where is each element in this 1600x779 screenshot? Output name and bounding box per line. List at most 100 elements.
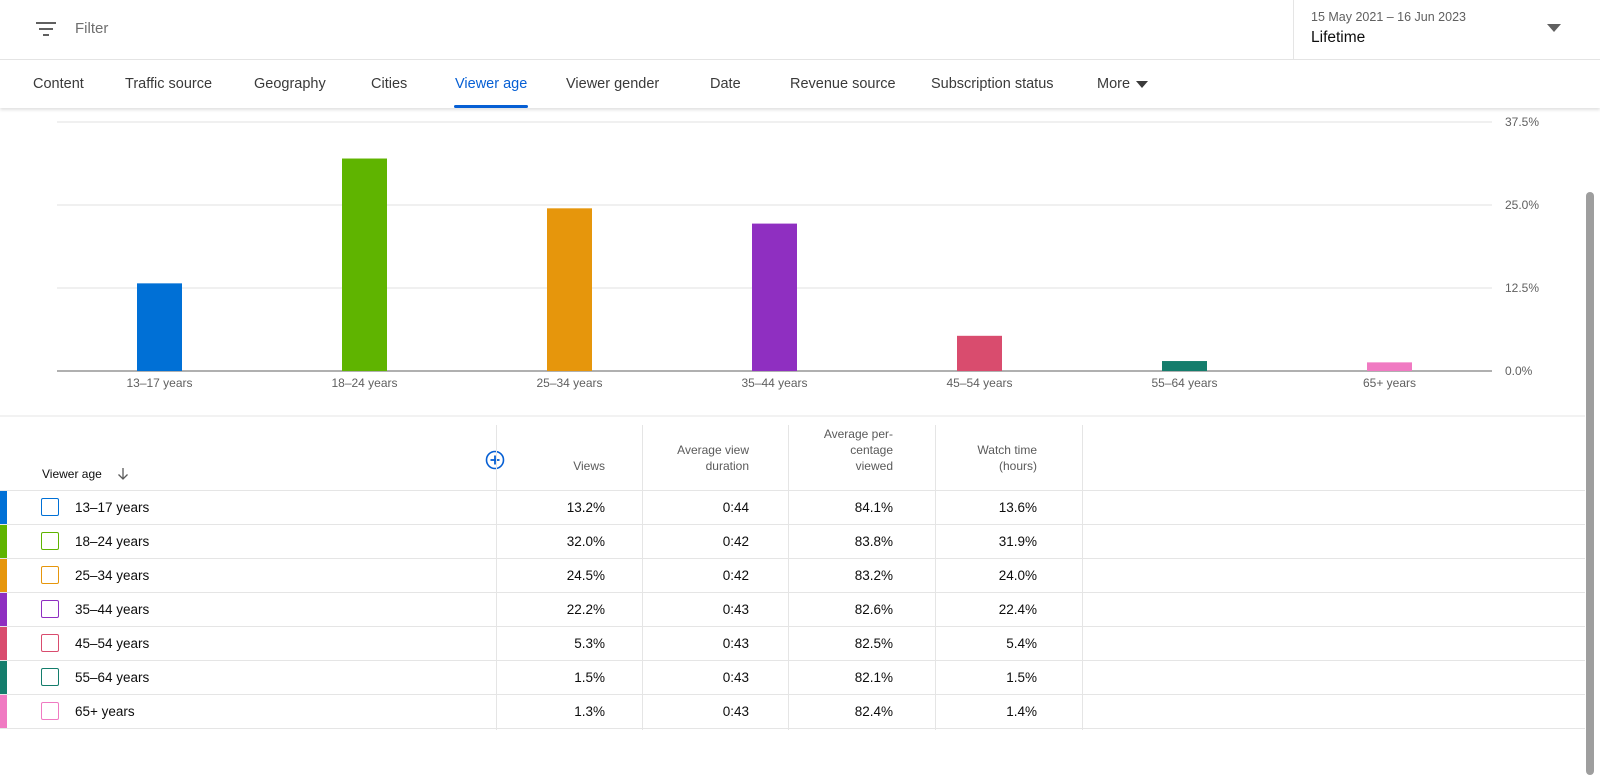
caret-down-icon[interactable] [1547, 24, 1561, 32]
header-avg-duration-line: Average view [677, 443, 749, 457]
row-checkbox[interactable] [41, 532, 59, 550]
table-row[interactable]: 18–24 years 32.0% 0:42 83.8% 31.9% [0, 525, 1585, 559]
chart-bar[interactable] [547, 208, 592, 371]
header-avg-percentage-line: Average per- [823, 427, 893, 441]
cell-avg-percentage: 84.1% [854, 500, 893, 515]
cell-avg-percentage: 83.8% [854, 534, 893, 549]
column-divider [642, 425, 643, 730]
row-checkbox[interactable] [41, 668, 59, 686]
row-label: 13–17 years [75, 500, 150, 515]
cell-views: 32.0% [566, 534, 605, 549]
tab-traffic-source[interactable]: Traffic source [125, 76, 213, 92]
column-divider [496, 425, 497, 730]
header-watch-time-line: (hours) [998, 459, 1037, 473]
cell-avg-duration: 0:43 [722, 670, 749, 685]
cell-views: 13.2% [566, 500, 605, 515]
row-label: 35–44 years [75, 602, 150, 617]
row-color-indicator [0, 627, 7, 660]
y-tick-label: 0.0% [1505, 364, 1533, 378]
chart-bar[interactable] [957, 335, 1002, 371]
tab-viewer-age[interactable]: Viewer age [453, 60, 529, 108]
row-label: 55–64 years [75, 670, 150, 685]
row-checkbox[interactable] [41, 498, 59, 516]
table-row[interactable]: 25–34 years 24.5% 0:42 83.2% 24.0% [0, 559, 1585, 593]
cell-avg-duration: 0:44 [722, 500, 749, 515]
y-tick-label: 37.5% [1505, 115, 1539, 129]
header-avg-percentage-line: viewed [855, 459, 893, 473]
tab-cities[interactable]: Cities [371, 76, 408, 92]
chart-bar[interactable] [137, 283, 182, 371]
tab-more-label: More [1097, 76, 1131, 92]
cell-avg-duration: 0:43 [722, 636, 749, 651]
date-range-selector[interactable]: 15 May 2021 – 16 Jun 2023 Lifetime [1293, 0, 1583, 60]
filter-input[interactable]: Filter [75, 20, 109, 37]
chart-bar[interactable] [342, 158, 387, 371]
row-color-indicator [0, 695, 7, 728]
row-color-indicator [0, 559, 7, 592]
arrow-down-icon[interactable] [117, 468, 129, 480]
cell-avg-duration: 0:42 [722, 568, 749, 583]
cell-avg-percentage: 82.6% [854, 602, 893, 617]
page-scrollbar[interactable] [1586, 192, 1594, 775]
row-color-indicator [0, 593, 7, 626]
add-circle-icon[interactable] [485, 450, 505, 470]
tab-revenue-source[interactable]: Revenue source [790, 76, 896, 92]
chart-bar[interactable] [752, 223, 797, 371]
cell-watch-time: 22.4% [998, 602, 1037, 617]
cell-watch-time: 13.6% [998, 500, 1037, 515]
column-divider [935, 425, 936, 730]
row-checkbox[interactable] [41, 702, 59, 720]
filter-icon[interactable] [36, 20, 56, 38]
row-label: 25–34 years [75, 568, 150, 583]
header-avg-duration-line: duration [705, 459, 749, 473]
cell-avg-percentage: 83.2% [854, 568, 893, 583]
date-range-text: 15 May 2021 – 16 Jun 2023 [1311, 10, 1466, 24]
header-watch-time-line: Watch time [977, 443, 1037, 457]
row-label: 18–24 years [75, 534, 150, 549]
viewer-age-bar-chart: 0.0% 12.5% 25.0% 37.5% 13–17 years 18–24 year… [0, 115, 1585, 417]
table-row[interactable]: 35–44 years 22.2% 0:43 82.6% 22.4% [0, 593, 1585, 627]
x-tick-label: 35–44 years [741, 376, 807, 390]
chart-bar[interactable] [1367, 362, 1412, 371]
x-tick-label: 25–34 years [536, 376, 602, 390]
tab-viewer-gender[interactable]: Viewer gender [566, 76, 660, 92]
table-row[interactable]: 13–17 years 13.2% 0:44 84.1% 13.6% [0, 491, 1585, 525]
cell-watch-time: 24.0% [998, 568, 1037, 583]
tab-subscription-status[interactable]: Subscription status [931, 76, 1054, 92]
y-tick-label: 12.5% [1505, 281, 1539, 295]
table-row[interactable]: 55–64 years 1.5% 0:43 82.1% 1.5% [0, 661, 1585, 695]
header-watch-time[interactable]: Watch time (hours) [977, 442, 1037, 474]
tab-date[interactable]: Date [710, 76, 741, 92]
tab-content[interactable]: Content [33, 76, 84, 92]
cell-watch-time: 1.5% [1006, 670, 1037, 685]
x-tick-label: 18–24 years [331, 376, 397, 390]
y-tick-label: 25.0% [1505, 198, 1539, 212]
chart-bar[interactable] [1162, 361, 1207, 371]
column-divider [788, 425, 789, 730]
table-row[interactable]: 65+ years 1.3% 0:43 82.4% 1.4% [0, 695, 1585, 729]
cell-watch-time: 31.9% [998, 534, 1037, 549]
cell-views: 24.5% [566, 568, 605, 583]
tab-more[interactable]: More [1097, 60, 1149, 108]
tab-geography[interactable]: Geography [254, 76, 326, 92]
dimension-tabs: Content Traffic source Geography Cities … [0, 60, 1600, 108]
header-views[interactable]: Views [573, 459, 605, 473]
x-tick-label: 13–17 years [126, 376, 192, 390]
top-bar: Filter 15 May 2021 – 16 Jun 2023 Lifetim… [0, 0, 1600, 60]
cell-avg-duration: 0:42 [722, 534, 749, 549]
row-color-indicator [0, 525, 7, 558]
cell-avg-duration: 0:43 [722, 602, 749, 617]
cell-avg-percentage: 82.5% [854, 636, 893, 651]
row-checkbox[interactable] [41, 566, 59, 584]
header-viewer-age[interactable]: Viewer age [42, 467, 102, 481]
cell-views: 22.2% [566, 602, 605, 617]
table-row[interactable]: 45–54 years 5.3% 0:43 82.5% 5.4% [0, 627, 1585, 661]
cell-watch-time: 1.4% [1006, 704, 1037, 719]
date-period-text: Lifetime [1311, 29, 1366, 46]
column-divider [1082, 425, 1083, 730]
header-avg-percentage[interactable]: Average per- centage viewed [824, 426, 893, 474]
header-avg-percentage-line: centage [850, 443, 893, 457]
row-checkbox[interactable] [41, 634, 59, 652]
header-avg-duration[interactable]: Average view duration [677, 442, 749, 474]
row-checkbox[interactable] [41, 600, 59, 618]
